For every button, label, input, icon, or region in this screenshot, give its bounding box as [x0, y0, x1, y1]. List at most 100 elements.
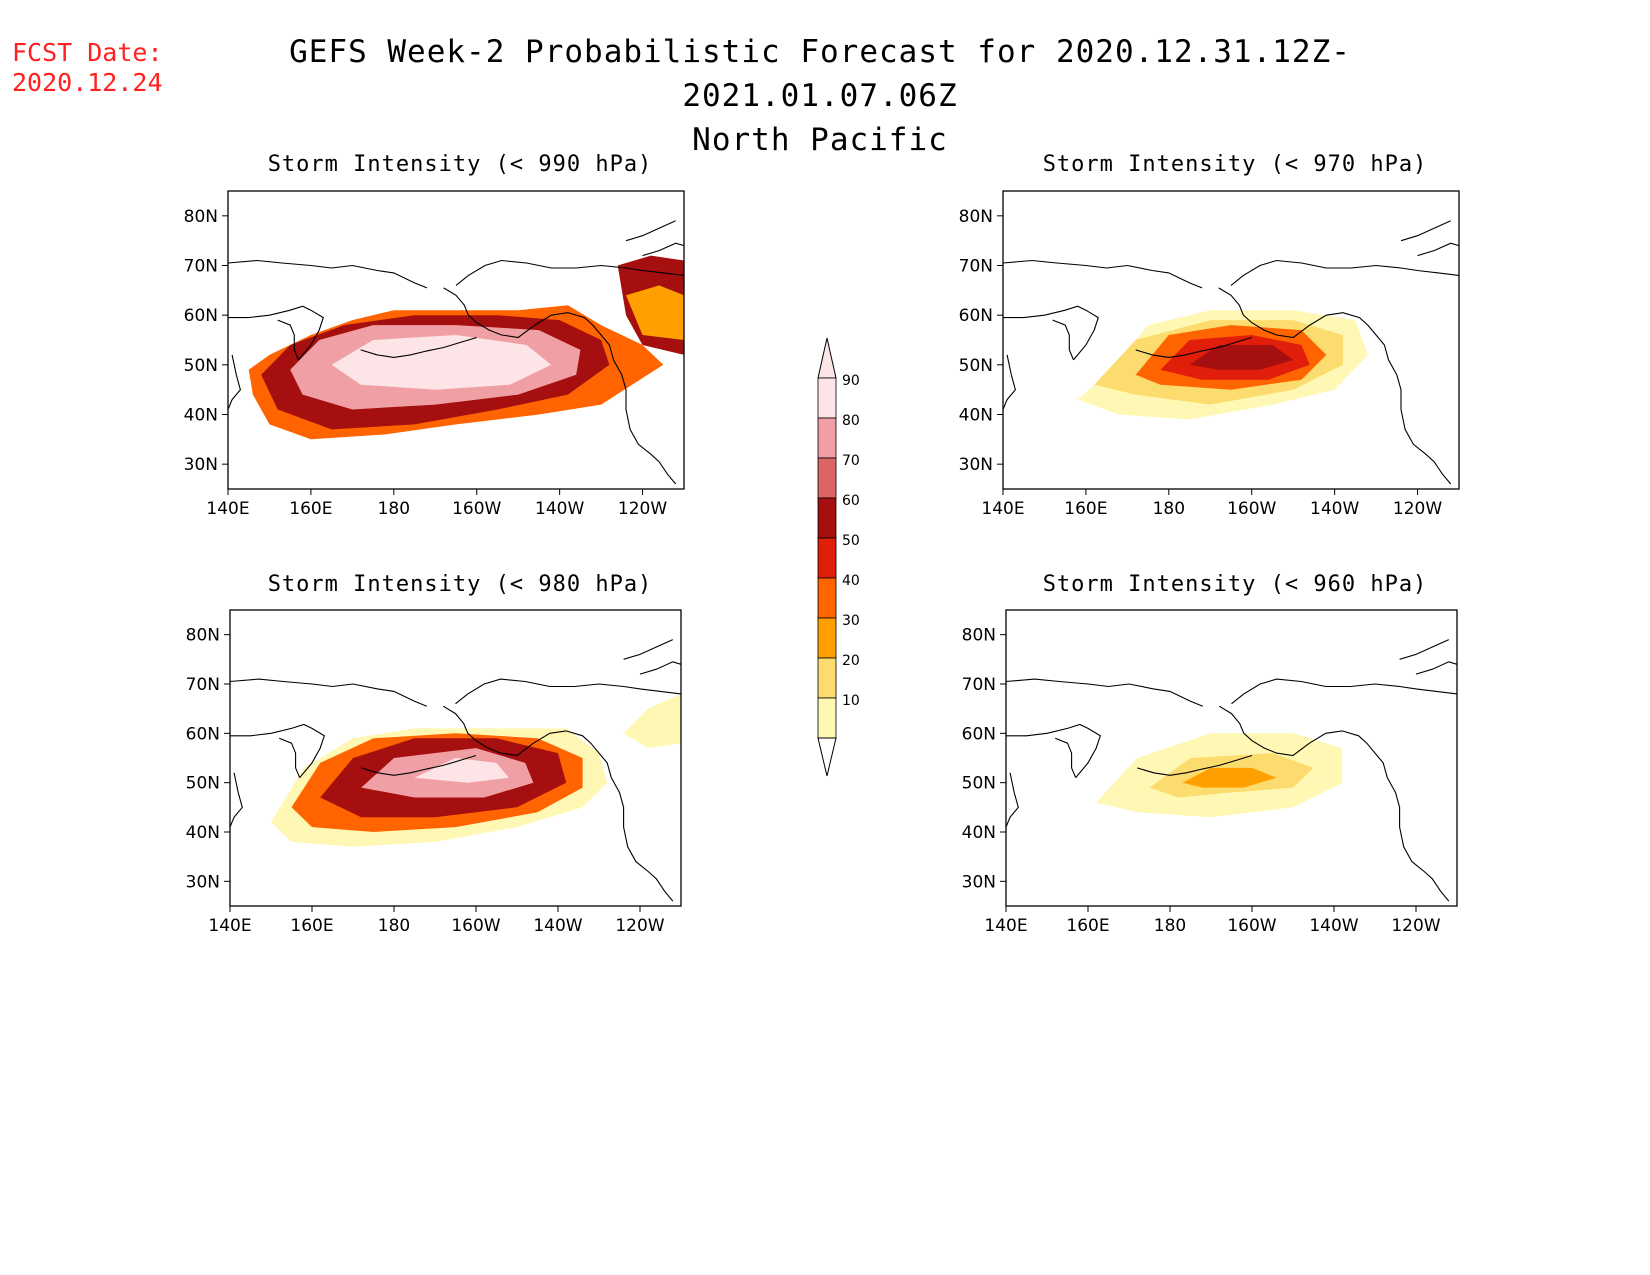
lat-label: 30N	[959, 455, 993, 475]
colorbar-label: 30	[842, 613, 860, 629]
coastline	[1002, 259, 1203, 289]
colorbar-label: 70	[842, 453, 860, 469]
lat-label: 30N	[962, 872, 996, 892]
panel-title-980: Storm Intensity (< 980 hPa)	[267, 572, 653, 597]
figure-title: GEFS Week-2 Probabilistic Forecast for 2…	[160, 30, 1480, 162]
lat-label: 80N	[959, 207, 993, 227]
coastline	[1006, 723, 1101, 779]
colorbar: 90 80 70 60 50 40 30 20 10	[817, 337, 860, 777]
probability-area	[1182, 767, 1277, 788]
lat-label: 40N	[184, 406, 218, 426]
colorbar-label: 50	[842, 533, 860, 549]
lat-label: 70N	[959, 257, 993, 277]
coastline	[230, 723, 325, 779]
coastline	[1135, 336, 1252, 358]
coastline	[1005, 772, 1019, 828]
map-frame	[1005, 609, 1458, 907]
coastline	[455, 678, 682, 705]
coastline	[360, 336, 477, 358]
coastline	[443, 287, 677, 485]
lon-label: 160W	[1227, 916, 1276, 936]
lon-label: 160W	[451, 916, 500, 936]
map-frame	[1002, 190, 1460, 490]
forecast-date-label: FCST Date:	[12, 38, 163, 67]
coastline	[639, 661, 682, 675]
lon-label: 180	[378, 916, 410, 936]
lon-label: 140W	[1310, 499, 1359, 519]
colorbar-label: 90	[842, 373, 860, 389]
map-panel-980: 80N 70N 60N 50N 40N 30N 140E 160E 180 160W 140W 120…	[186, 609, 682, 936]
coastline	[1230, 259, 1460, 286]
coastline	[227, 354, 242, 410]
lon-label: 160E	[289, 499, 332, 519]
coastline	[1417, 242, 1460, 257]
title-line-1: GEFS Week-2 Probabilistic Forecast for 2…	[289, 34, 1351, 114]
probability-area	[623, 693, 681, 749]
colorbar-segment	[817, 617, 837, 659]
map-panel-990: 80N 70N 60N 50N 40N 30N 140E 160E 180 160W 140W 120…	[184, 190, 685, 519]
colorbar-label: 10	[842, 693, 860, 709]
coastline	[1054, 737, 1077, 778]
coastline	[1218, 287, 1452, 485]
coastline	[228, 305, 324, 361]
colorbar-label: 40	[842, 573, 860, 589]
coastline	[442, 705, 674, 902]
colorbar-segment	[817, 457, 837, 499]
coastline	[278, 737, 301, 778]
lon-label: 140E	[981, 499, 1024, 519]
map-panel-960: 80N 70N 60N 50N 40N 30N 140E 160E 180 160W 140W 120…	[962, 609, 1458, 936]
coastline	[1003, 305, 1099, 361]
lon-label: 180	[1154, 916, 1186, 936]
coastline	[1231, 678, 1458, 705]
coastline	[1399, 639, 1450, 660]
lat-label: 40N	[186, 823, 220, 843]
colorbar-segment	[817, 537, 837, 579]
colorbar-segment	[817, 497, 837, 539]
lat-label: 80N	[962, 626, 996, 646]
lon-label: 160E	[1064, 499, 1107, 519]
lon-label: 160W	[1227, 499, 1276, 519]
lat-label: 70N	[962, 675, 996, 695]
map-panel-970: 80N 70N 60N 50N 40N 30N 140E 160E 180 160W 140W 120…	[959, 190, 1460, 519]
coastline	[1052, 319, 1075, 361]
coastline	[1400, 220, 1451, 242]
coastline	[229, 678, 428, 707]
colorbar-segment	[817, 417, 837, 459]
lat-label: 30N	[186, 872, 220, 892]
colorbar-label: 60	[842, 493, 860, 509]
colorbar-top-triangle	[817, 337, 837, 379]
lon-label: 180	[378, 499, 410, 519]
lat-label: 40N	[962, 823, 996, 843]
lat-label: 50N	[959, 356, 993, 376]
lon-label: 160E	[290, 916, 333, 936]
probability-area	[414, 758, 509, 783]
colorbar-bottom-triangle	[817, 737, 837, 777]
map-frame	[227, 190, 685, 490]
probability-area	[1189, 345, 1294, 370]
coastline	[623, 639, 674, 660]
lat-label: 60N	[962, 724, 996, 744]
lon-label: 160W	[452, 499, 501, 519]
lat-label: 60N	[186, 724, 220, 744]
lon-label: 120W	[615, 916, 664, 936]
panel-title-990: Storm Intensity (< 990 hPa)	[267, 152, 653, 177]
coastline	[625, 220, 676, 242]
coastline	[1002, 354, 1017, 410]
colorbar-segment	[817, 657, 837, 699]
coastline	[277, 319, 300, 361]
lon-label: 140E	[984, 916, 1027, 936]
probability-area	[626, 285, 684, 340]
coastline	[1218, 705, 1450, 902]
lon-label: 120W	[1391, 916, 1440, 936]
lon-label: 180	[1153, 499, 1185, 519]
coastline	[1005, 678, 1204, 707]
probability-area	[331, 335, 552, 390]
lat-label: 80N	[186, 626, 220, 646]
forecast-date-value: 2020.12.24	[12, 68, 163, 97]
lon-label: 140E	[208, 916, 251, 936]
lon-label: 160E	[1066, 916, 1109, 936]
lon-label: 140W	[535, 499, 584, 519]
lon-label: 140W	[533, 916, 582, 936]
lat-label: 60N	[184, 306, 218, 326]
